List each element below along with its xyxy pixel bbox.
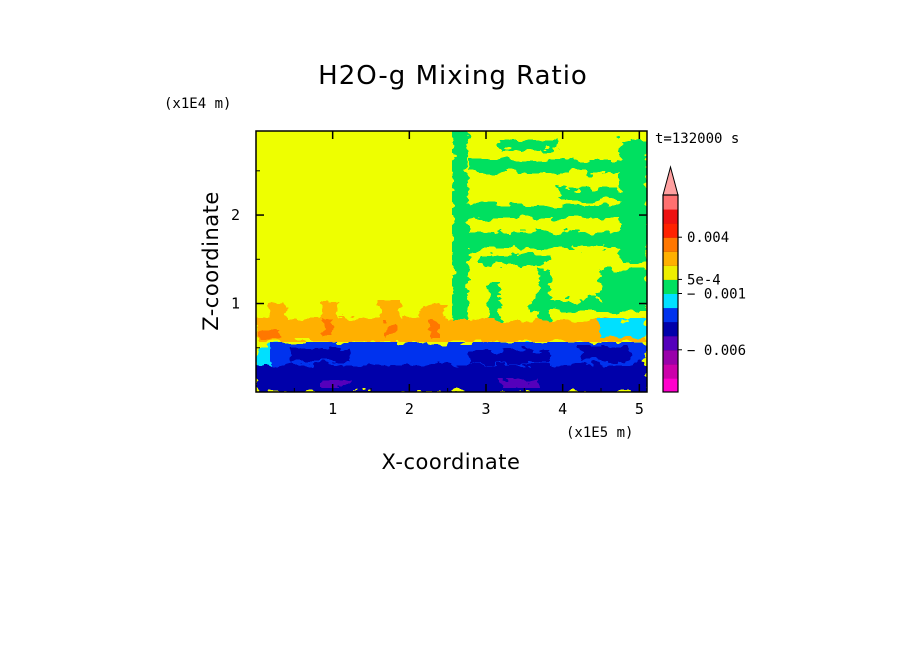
- x-axis-label: X-coordinate: [382, 450, 521, 474]
- colorbar-segment: [663, 265, 678, 280]
- colorbar: 0.004 5e-4− 0.001 − 0.006: [662, 165, 746, 393]
- chart-title: H2O-g Mixing Ratio: [318, 61, 588, 91]
- green-filaments: [452, 131, 647, 342]
- colorbar-label: 0.004: [687, 230, 729, 246]
- x-tick-label: 4: [558, 400, 567, 418]
- purple-spots: [320, 378, 540, 388]
- colorbar-segment: [663, 279, 678, 294]
- colorbar-segment: [663, 237, 678, 252]
- colorbar-segment: [663, 321, 678, 337]
- y-tick-label: 2: [231, 206, 240, 224]
- x-tick-label: 2: [405, 400, 414, 418]
- x-tick-label: 1: [328, 400, 337, 418]
- colorbar-segment: [663, 349, 678, 365]
- colorbar-segment: [663, 307, 678, 323]
- colorbar-segment: [663, 223, 678, 238]
- axes: 1 2 3 4 5 1 2: [231, 131, 647, 418]
- colorbar-segment: [663, 335, 678, 351]
- red-cores: [258, 318, 440, 340]
- y-unit-label: (x1E4 m): [164, 96, 231, 112]
- x-tick-label: 5: [635, 400, 644, 418]
- colorbar-segment: [663, 363, 678, 379]
- plot-frame: [255, 130, 648, 393]
- y-tick-label: 1: [231, 295, 240, 313]
- colorbar-label: − 0.001: [687, 287, 746, 303]
- x-unit-label: (x1E5 m): [566, 425, 633, 441]
- colorbar-extend-tip: [662, 165, 679, 196]
- colorbar-label: − 0.006: [687, 343, 746, 359]
- colorbar-segment: [663, 377, 678, 393]
- colorbar-segment: [663, 209, 678, 224]
- colorbar-label: 5e-4: [687, 272, 721, 288]
- colorbar-segment: [663, 251, 678, 266]
- heatmap-field: [256, 131, 647, 392]
- time-label: t=132000 s: [655, 131, 739, 147]
- x-tick-label: 3: [481, 400, 490, 418]
- colorbar-segment: [663, 195, 678, 210]
- y-axis-label: Z-coordinate: [199, 191, 223, 331]
- colorbar-segment: [663, 293, 678, 309]
